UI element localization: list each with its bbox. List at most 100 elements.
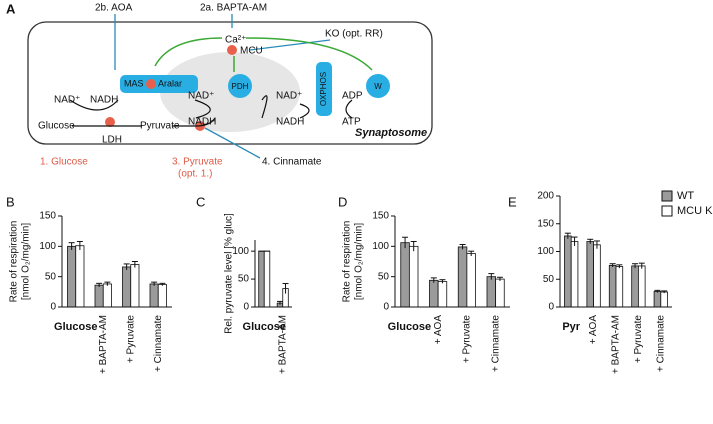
y-tick-label: 100 — [537, 246, 554, 257]
x-tick-label: Glucose — [243, 321, 286, 333]
bar — [102, 283, 112, 308]
bar — [408, 245, 419, 308]
x-tick-label: + BAPTA-AM — [98, 315, 109, 374]
bar — [631, 265, 639, 308]
legend-label: WT — [677, 190, 694, 202]
x-tick-label: + Pyruvate — [125, 315, 136, 364]
label: 2a. BAPTA-AM — [200, 3, 267, 14]
y-tick-label: 50 — [238, 274, 250, 285]
y-axis-label: [nmol O₂/mg/min] — [21, 223, 32, 300]
y-tick-label: 100 — [39, 241, 56, 252]
y-tick-label: 150 — [39, 211, 56, 222]
oxphos-box — [316, 62, 332, 116]
arrow — [245, 37, 373, 71]
x-tick-label: Glucose — [388, 321, 431, 333]
ldh-dot — [105, 117, 115, 127]
bar — [437, 281, 448, 308]
label: NAD⁺ — [188, 91, 214, 102]
x-tick-label: + Pyruvate — [462, 315, 473, 364]
bar — [653, 291, 662, 308]
cinnamate-line — [204, 127, 261, 159]
bar — [67, 245, 77, 308]
y-tick-label: 50 — [378, 271, 390, 282]
y-axis-label: Rate of respiration — [9, 221, 20, 303]
bar — [586, 241, 595, 308]
bar — [157, 284, 167, 308]
label: LDH — [102, 135, 122, 146]
label: 2b. AOA — [95, 3, 133, 14]
label: 3. Pyruvate — [172, 157, 223, 168]
x-tick-label: + Cinnamate — [655, 315, 666, 372]
label: NADH — [90, 95, 118, 106]
ko-line — [249, 39, 331, 51]
mcu-dot — [227, 45, 237, 55]
panel-label: C — [196, 194, 205, 209]
label: ADP — [342, 91, 363, 102]
arrow — [69, 99, 119, 111]
label: NAD⁺ — [276, 91, 302, 102]
diagram: A 2b. AOA 2a. — [6, 1, 433, 180]
pathway-arrows — [69, 95, 353, 127]
bar — [130, 264, 140, 308]
inhibitor-lines — [114, 14, 331, 159]
arrow — [261, 95, 268, 119]
label: 1. Glucose — [40, 157, 88, 168]
label: Glucose — [38, 121, 75, 132]
x-tick-label: + Cinnamate — [490, 315, 501, 372]
label: NAD⁺ — [54, 95, 80, 106]
y-tick-label: 100 — [372, 241, 389, 252]
x-tick-label: + AOA — [588, 315, 599, 345]
bar — [258, 250, 265, 308]
bar — [495, 278, 505, 308]
label: 4. Cinnamate — [262, 157, 322, 168]
y-tick-label: 0 — [50, 302, 56, 313]
y-axis-label: Rel. pyruvate level [% gluc] — [224, 213, 235, 334]
bar — [660, 291, 668, 308]
bar — [486, 276, 497, 308]
label: MAS — [124, 78, 144, 88]
y-tick-label: 150 — [537, 218, 554, 229]
arrow — [299, 103, 310, 119]
legend-label: MCU KO — [677, 205, 713, 217]
label: (opt. 1.) — [178, 169, 212, 180]
bar — [593, 244, 601, 308]
label: Synaptosome — [355, 127, 427, 139]
label: Aralar — [158, 78, 182, 88]
label: Ca²⁺ — [225, 35, 246, 46]
panel-label: B — [6, 194, 15, 209]
y-axis-label: [nmol O₂/mg/min] — [354, 223, 365, 300]
x-tick-label: + BAPTA-AM — [611, 315, 622, 374]
synaptosome-box — [27, 21, 433, 145]
x-tick-label: + BAPTA-AM — [277, 315, 288, 374]
x-tick-label: Glucose — [54, 321, 97, 333]
panel-label: E — [508, 194, 517, 209]
y-tick-label: 50 — [543, 274, 555, 285]
label: MCU — [240, 46, 263, 57]
bar — [122, 266, 132, 308]
label: PDH — [232, 82, 249, 91]
inhibitor-dot — [146, 79, 156, 89]
bar — [429, 279, 439, 308]
arrow — [345, 99, 353, 119]
legend-swatch — [661, 190, 673, 202]
x-tick-label: Pyr — [562, 321, 580, 333]
x-tick-label: + AOA — [433, 315, 444, 345]
label: NADH — [188, 117, 216, 128]
bar — [149, 283, 159, 308]
bar — [466, 253, 476, 308]
y-tick-label: 200 — [537, 191, 554, 202]
bar — [608, 264, 617, 308]
pdh-circle — [228, 74, 252, 98]
arrow — [172, 117, 216, 127]
bar — [457, 246, 468, 308]
label: OXPHOS — [319, 72, 328, 106]
bar — [570, 241, 579, 308]
arrow — [154, 37, 223, 67]
mas-box — [120, 75, 198, 93]
arrow — [194, 99, 211, 119]
y-tick-label: 100 — [232, 246, 249, 257]
y-tick-label: 0 — [243, 302, 249, 313]
label: ATP — [342, 117, 361, 128]
bar — [75, 245, 85, 308]
